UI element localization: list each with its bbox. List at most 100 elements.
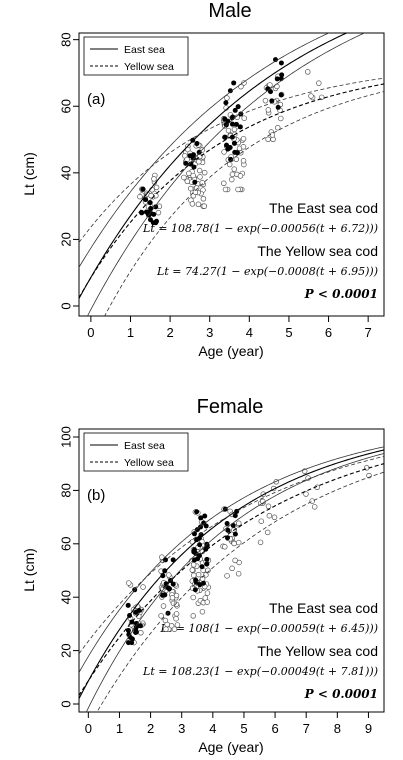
female-yellow-title: The Yellow sea cod: [257, 643, 378, 659]
east-sea-point: [222, 134, 228, 140]
female-y-tick-label: 0: [59, 700, 74, 707]
yellow-sea-point: [158, 613, 164, 619]
female-y-tick-label: 80: [59, 483, 74, 497]
yellow-sea-point: [126, 580, 132, 586]
east-sea-point: [274, 76, 280, 82]
east-sea-point: [162, 568, 168, 574]
yellow-sea-point: [171, 626, 178, 632]
east-sea-point: [197, 582, 203, 588]
male-y-tick-label: 40: [59, 166, 74, 180]
east-sea-point: [191, 531, 197, 537]
yellow-sea-point: [174, 622, 181, 628]
east-sea-curve: [79, 446, 384, 673]
yellow-sea-point: [235, 539, 242, 546]
female-y-tick-label: 20: [59, 643, 74, 657]
male-growth-curves: [79, 33, 384, 316]
male-panel-label: (a): [87, 91, 105, 108]
yellow-sea-point: [203, 572, 209, 578]
yellow-sea-point: [265, 136, 271, 143]
east-sea-point: [165, 585, 171, 591]
east-sea-point: [198, 515, 204, 521]
east-sea-point: [228, 156, 234, 162]
east-sea-point: [140, 186, 146, 192]
yellow-sea-point: [240, 144, 247, 150]
yellow-sea-point: [191, 572, 197, 579]
east-sea-point: [153, 220, 159, 226]
east-sea-point: [197, 542, 203, 548]
yellow-sea-point: [275, 124, 281, 131]
female-x-tick-label: 8: [334, 721, 341, 736]
yellow-sea-point: [240, 158, 247, 164]
east-sea-point: [232, 513, 238, 519]
east-sea-point: [237, 124, 243, 130]
female-legend-box: [83, 432, 189, 472]
yellow-sea-point: [140, 584, 146, 590]
yellow-sea-point: [195, 201, 202, 208]
yellow-sea-point: [265, 107, 272, 113]
male-east-equation: Lt = 108.78(1 − exp(−0.00056(t + 6.72))): [142, 222, 378, 235]
yellow-sea-curve: [104, 91, 384, 316]
female-legend-yellow: Yellow sea: [124, 457, 174, 469]
east-sea-point: [183, 160, 189, 166]
yellow-sea-point: [201, 169, 208, 176]
yellow-sea-point: [186, 170, 192, 177]
male-x-tick-label: 5: [285, 325, 292, 340]
female-y-tick-label: 100: [59, 426, 74, 448]
female-panel-label: (b): [87, 487, 105, 504]
yellow-sea-point: [195, 571, 202, 578]
yellow-sea-point: [196, 158, 202, 165]
yellow-sea-point: [235, 570, 242, 577]
yellow-sea-point: [204, 590, 211, 596]
east-sea-point: [224, 142, 230, 148]
east-sea-point: [148, 206, 154, 212]
east-sea-point: [278, 92, 284, 98]
female-title: Female: [197, 396, 264, 418]
east-sea-point: [133, 624, 139, 630]
yellow-sea-point: [309, 498, 315, 504]
east-sea-point: [194, 141, 200, 147]
yellow-sea-point: [169, 594, 176, 601]
yellow-sea-curve: [79, 456, 384, 654]
east-sea-point: [204, 556, 210, 562]
yellow-sea-point: [164, 621, 170, 628]
east-sea-point: [225, 527, 231, 533]
yellow-sea-point: [221, 149, 227, 155]
male-legend-east: East sea: [124, 44, 165, 56]
male-yellow-equation: Lt = 74.27(1 − exp(−0.0008(t + 6.95))): [156, 265, 378, 278]
east-sea-point: [160, 573, 166, 579]
yellow-sea-point: [187, 185, 194, 192]
yellow-sea-point: [229, 565, 235, 572]
male-legend: East sea Yellow sea: [83, 36, 189, 76]
male-x-tick-label: 2: [166, 325, 173, 340]
yellow-sea-point: [224, 573, 230, 579]
yellow-sea-point: [271, 514, 278, 521]
yellow-sea-point: [229, 176, 235, 183]
east-sea-point: [194, 509, 200, 515]
yellow-sea-curve: [96, 471, 384, 712]
yellow-sea-point: [192, 189, 199, 195]
east-sea-point: [125, 627, 131, 633]
female-x-tick-label: 3: [178, 721, 185, 736]
female-east-equation: Lt = 108(1 − exp(−0.00059(t + 6.45))): [160, 622, 378, 635]
yellow-sea-point: [304, 69, 311, 75]
yellow-sea-point: [231, 540, 237, 547]
male-x-tick-label: 1: [127, 325, 134, 340]
female-legend: East sea Yellow sea: [83, 432, 189, 472]
yellow-sea-point: [262, 97, 269, 104]
yellow-sea-point: [241, 80, 247, 86]
male-y-tick-label: 60: [59, 99, 74, 113]
yellow-sea-point: [189, 201, 196, 207]
east-sea-point: [192, 587, 198, 593]
male-p-value: P < 0.0001: [304, 287, 378, 301]
yellow-sea-point: [190, 562, 197, 568]
east-sea-point: [187, 153, 193, 159]
male-y-axis-label: Lt (cm): [21, 152, 37, 196]
east-sea-point: [227, 144, 233, 150]
east-sea-point: [232, 531, 238, 537]
female-y-tick-label: 60: [59, 537, 74, 551]
male-east-title: The East sea cod: [269, 200, 378, 216]
female-x-tick-label: 0: [85, 721, 92, 736]
yellow-sea-point: [190, 613, 197, 619]
yellow-sea-point: [225, 127, 232, 134]
